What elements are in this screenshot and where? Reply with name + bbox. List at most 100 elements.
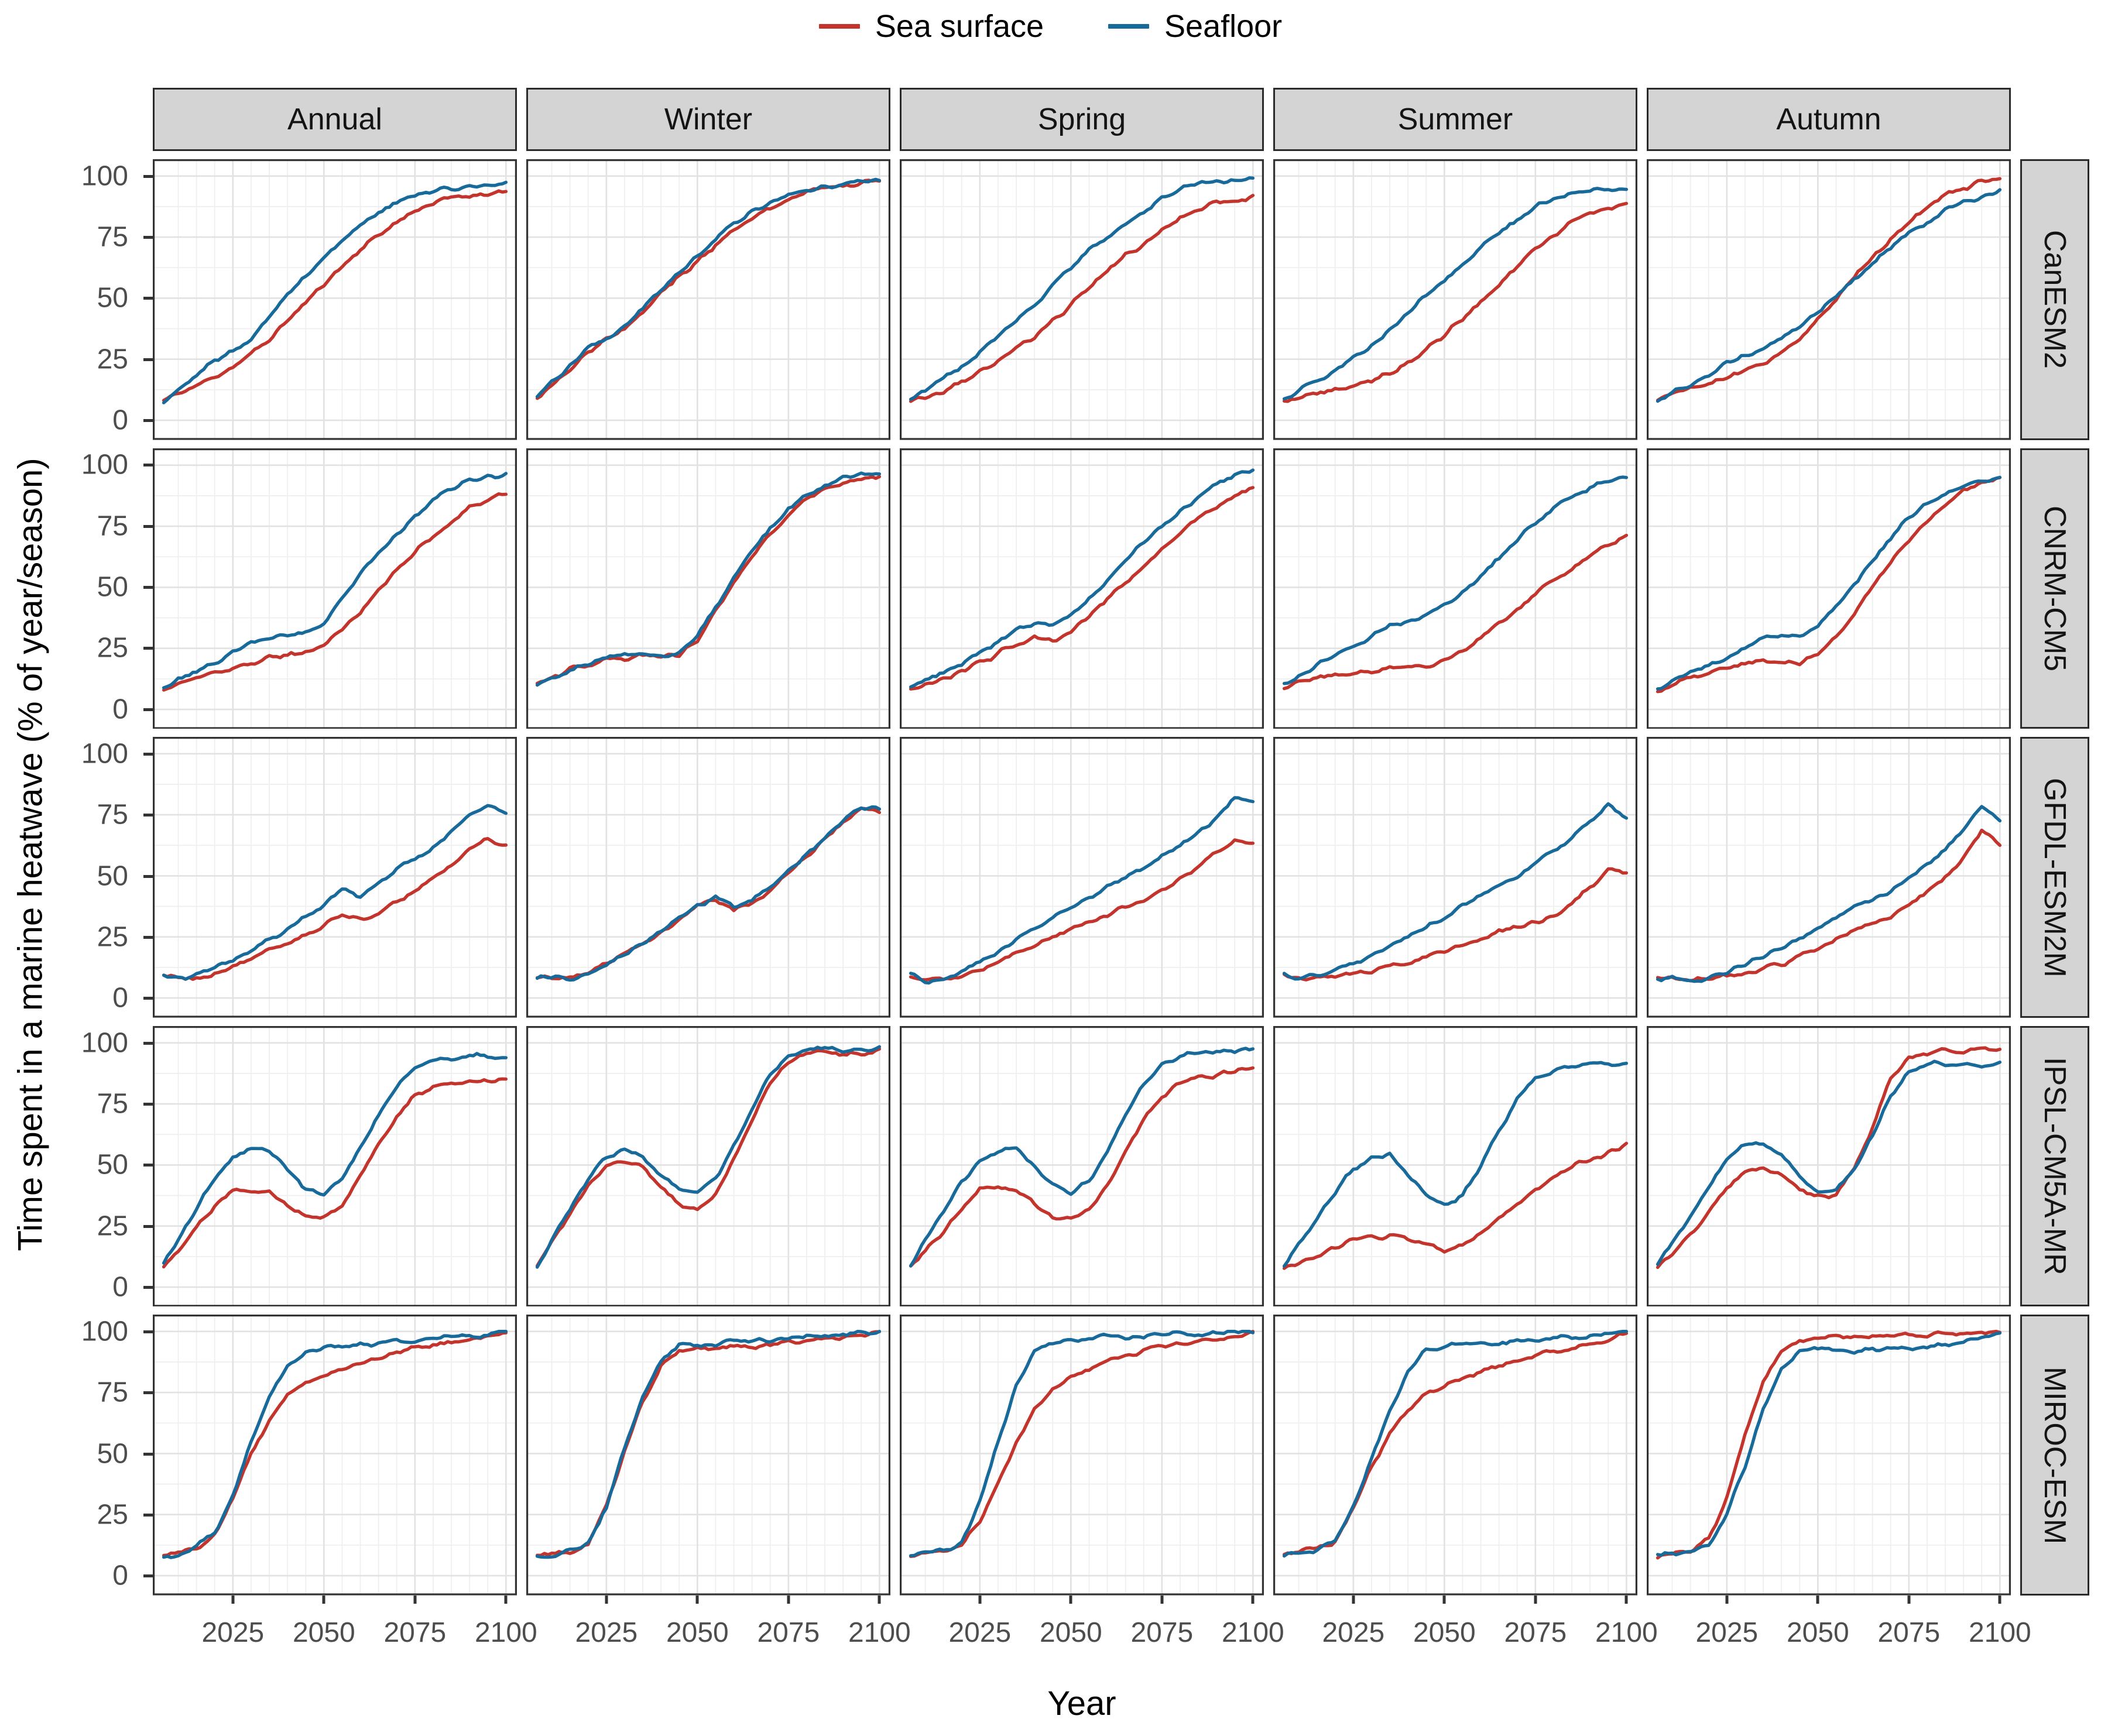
seafloor-line — [1282, 1330, 1629, 1558]
panel-plot-CanESM2-Summer — [1273, 159, 1637, 440]
x-tick-label: 2075 — [1504, 1617, 1567, 1648]
sea-surface-line — [1656, 828, 2002, 983]
sea-surface-line — [162, 1077, 508, 1268]
y-tick-label: 0 — [112, 982, 128, 1014]
x-tick-cell-autumn: 2025 2050 2075 2100 — [1647, 1596, 2031, 1648]
legend-label-sea-surface: Sea surface — [875, 9, 1044, 44]
panel-plot-IPSL-CM5A-MR-Winter — [526, 1025, 890, 1307]
panel-GFDL-ESM2M-Winter — [526, 737, 890, 1018]
facet-row-strip-ipsl-cm5a-mr: IPSL-CM5A-MR — [2020, 1025, 2089, 1307]
panel-CNRM-CM5-Annual — [153, 448, 517, 729]
panel-GFDL-ESM2M-Annual — [153, 737, 517, 1018]
sea-surface-line — [162, 492, 508, 692]
panel-CNRM-CM5-Autumn — [1647, 448, 2011, 729]
x-tick-cell-winter: 2025 2050 2075 2100 — [526, 1596, 911, 1648]
panel-plot-GFDL-ESM2M-Annual — [153, 737, 517, 1018]
panel-plot-IPSL-CM5A-MR-Spring — [900, 1025, 1264, 1307]
facet-row-strip-cnrm-cm5: CNRM-CM5 — [2020, 448, 2089, 729]
sea-surface-line — [162, 189, 508, 402]
sea-surface-line — [1282, 867, 1629, 982]
y-tick-mark — [143, 1514, 153, 1517]
seafloor-line — [535, 1330, 882, 1559]
seafloor-line — [909, 796, 1255, 985]
y-tick-mark — [143, 752, 153, 756]
panel-MIROC-ESM-Spring — [900, 1315, 1264, 1596]
y-tick-label: 100 — [81, 160, 128, 192]
facet-row-strip-canesm2: CanESM2 — [2020, 159, 2089, 440]
grid-corner-top-right — [2020, 88, 2089, 151]
x-axis-title: Year — [1047, 1684, 1116, 1723]
panel-IPSL-CM5A-MR-Autumn — [1647, 1025, 2011, 1307]
facet-column-label: Autumn — [1776, 102, 1881, 136]
y-tick-label: 0 — [112, 694, 128, 725]
y-tick-mark — [143, 997, 153, 1000]
y-tick-label: 0 — [112, 404, 128, 436]
panel-plot-CNRM-CM5-Autumn — [1647, 448, 2011, 729]
y-tick-mark — [143, 1391, 153, 1395]
x-tick-mark — [1816, 1596, 1819, 1604]
seafloor-line — [1282, 187, 1629, 401]
x-tick-label: 2100 — [474, 1617, 537, 1648]
legend: Sea surface Seafloor — [0, 8, 2101, 44]
sea-surface-line — [162, 837, 508, 982]
y-tick-gutter-row-1: 100 75 50 25 0 — [12, 159, 153, 440]
facet-column-strip-annual: Annual — [153, 88, 517, 151]
facet-row-label: CanESM2 — [2038, 230, 2072, 369]
panel-plot-MIROC-ESM-Summer — [1273, 1315, 1637, 1596]
y-tick-label: 75 — [97, 1377, 128, 1408]
seafloor-line — [162, 180, 508, 404]
facet-row-label: IPSL-CM5A-MR — [2038, 1057, 2072, 1275]
seafloor-line — [1656, 188, 2002, 403]
y-tick-label: 50 — [97, 1149, 128, 1181]
legend-label-seafloor: Seafloor — [1164, 9, 1283, 44]
y-tick-mark — [143, 585, 153, 589]
y-tick-label: 100 — [81, 1316, 128, 1347]
x-tick-mark — [1998, 1596, 2001, 1604]
panel-CNRM-CM5-Winter — [526, 448, 890, 729]
x-tick-cell-annual: 2025 2050 2075 2100 — [153, 1596, 537, 1648]
x-tick-mark — [322, 1596, 325, 1604]
y-tick-mark — [143, 647, 153, 650]
sea-surface-line — [1656, 177, 2002, 402]
legend-item-sea-surface: Sea surface — [818, 8, 1044, 44]
y-tick-label: 0 — [112, 1560, 128, 1591]
y-tick-label: 25 — [97, 632, 128, 664]
sea-surface-line — [909, 1066, 1255, 1268]
panel-GFDL-ESM2M-Spring — [900, 737, 1264, 1018]
panel-GFDL-ESM2M-Summer — [1273, 737, 1637, 1018]
x-tick-label: 2025 — [1322, 1617, 1385, 1648]
seafloor-line — [909, 176, 1255, 401]
y-tick-mark — [143, 874, 153, 878]
x-tick-cell-spring: 2025 2050 2075 2100 — [900, 1596, 1284, 1648]
y-tick-gutter-row-3: 100 75 50 25 0 — [12, 737, 153, 1018]
x-tick-label: 2025 — [201, 1617, 265, 1648]
sea-surface-line — [1282, 1141, 1629, 1270]
y-tick-label: 75 — [97, 1088, 128, 1120]
y-tick-mark — [143, 297, 153, 300]
seafloor-line — [909, 468, 1255, 689]
sea-surface-line — [909, 485, 1255, 691]
x-tick-mark — [1069, 1596, 1072, 1604]
panel-GFDL-ESM2M-Autumn — [1647, 737, 2011, 1018]
x-tick-mark — [1442, 1596, 1446, 1604]
y-tick-mark — [143, 174, 153, 178]
y-tick-label: 25 — [97, 1499, 128, 1531]
y-tick-mark — [143, 524, 153, 528]
seafloor-line — [535, 471, 882, 687]
y-tick-mark — [143, 236, 153, 239]
seafloor-line — [1656, 805, 2002, 983]
x-tick-label: 2100 — [1221, 1617, 1284, 1648]
facet-column-strip-summer: Summer — [1273, 88, 1637, 151]
facet-column-strip-winter: Winter — [526, 88, 890, 151]
seafloor-line — [162, 804, 508, 981]
panel-IPSL-CM5A-MR-Spring — [900, 1025, 1264, 1307]
x-tick-mark — [1352, 1596, 1355, 1604]
y-tick-label: 25 — [97, 1210, 128, 1241]
grid-corner-top-left — [12, 88, 143, 151]
panel-plot-CNRM-CM5-Annual — [153, 448, 517, 729]
y-tick-mark — [143, 1041, 153, 1045]
panel-plot-GFDL-ESM2M-Spring — [900, 737, 1264, 1018]
panel-plot-CanESM2-Annual — [153, 159, 517, 440]
x-tick-label: 2025 — [948, 1617, 1012, 1648]
